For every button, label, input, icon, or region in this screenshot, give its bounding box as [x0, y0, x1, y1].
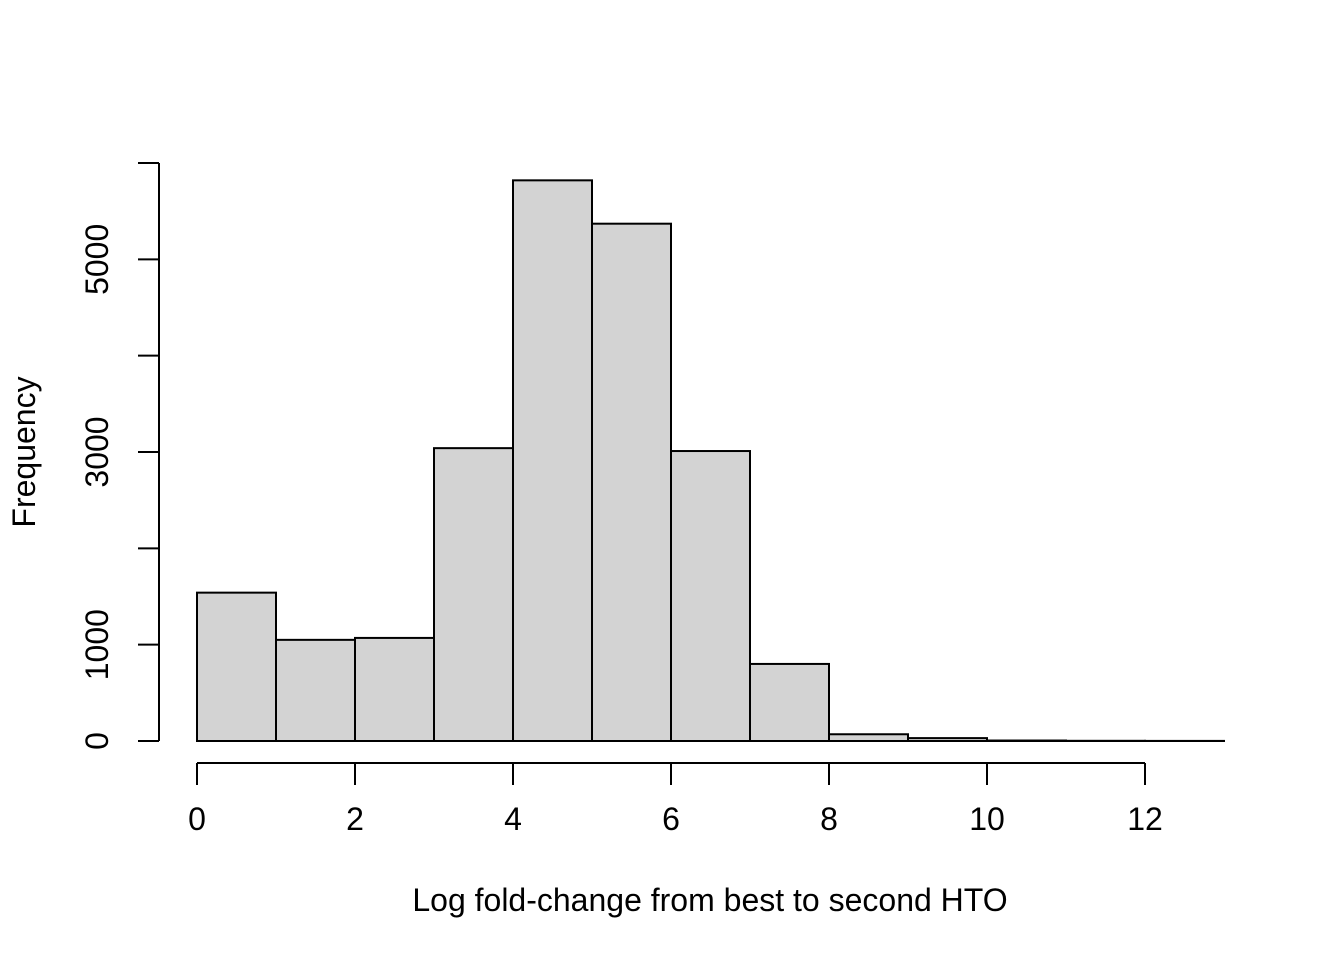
histogram-bar [749, 662, 830, 743]
y-tick-label: 3000 [79, 416, 115, 487]
y-tick-label: 1000 [79, 609, 115, 680]
histogram-bar [354, 636, 435, 743]
histogram-bar [196, 591, 277, 742]
histogram-bar [907, 737, 988, 742]
histogram-bar [275, 638, 356, 742]
x-tick-label: 4 [504, 801, 522, 837]
y-tick-label: 5000 [79, 224, 115, 295]
x-tick-label: 8 [820, 801, 838, 837]
y-tick-label: 0 [79, 732, 115, 750]
x-tick-label: 6 [662, 801, 680, 837]
histogram-bar [433, 447, 514, 742]
x-tick-label: 10 [969, 801, 1005, 837]
histogram-bar [670, 450, 751, 742]
x-axis-title: Log fold-change from best to second HTO [412, 882, 1008, 918]
x-tick-label: 12 [1127, 801, 1163, 837]
y-axis-title: Frequency [6, 376, 42, 528]
x-tick-label: 2 [346, 801, 364, 837]
x-tick-label: 0 [188, 801, 206, 837]
histogram-bar [512, 179, 593, 742]
histogram-bar [828, 733, 909, 742]
histogram-bar [591, 222, 672, 742]
